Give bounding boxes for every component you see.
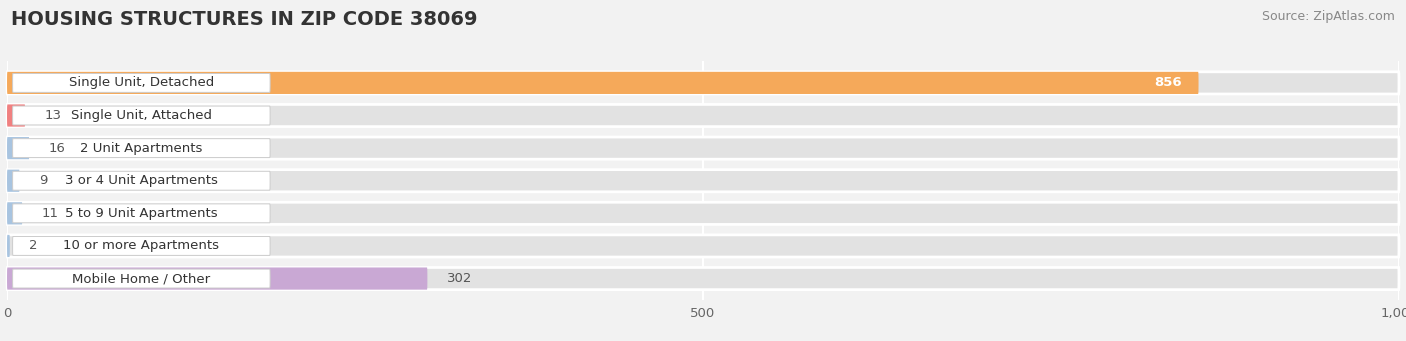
Text: HOUSING STRUCTURES IN ZIP CODE 38069: HOUSING STRUCTURES IN ZIP CODE 38069 — [11, 10, 478, 29]
Text: 3 or 4 Unit Apartments: 3 or 4 Unit Apartments — [65, 174, 218, 187]
FancyBboxPatch shape — [13, 171, 270, 190]
FancyBboxPatch shape — [7, 202, 1399, 224]
Text: 302: 302 — [447, 272, 472, 285]
FancyBboxPatch shape — [7, 267, 1399, 290]
FancyBboxPatch shape — [7, 72, 1198, 94]
Text: 9: 9 — [39, 174, 48, 187]
Text: 856: 856 — [1154, 76, 1182, 89]
Text: 2: 2 — [30, 239, 38, 252]
FancyBboxPatch shape — [13, 204, 270, 223]
FancyBboxPatch shape — [7, 235, 10, 257]
FancyBboxPatch shape — [7, 137, 30, 159]
FancyBboxPatch shape — [7, 169, 20, 192]
Text: 11: 11 — [42, 207, 59, 220]
FancyBboxPatch shape — [7, 72, 1399, 94]
Text: 13: 13 — [45, 109, 62, 122]
FancyBboxPatch shape — [7, 104, 25, 127]
FancyBboxPatch shape — [7, 235, 1399, 257]
FancyBboxPatch shape — [7, 104, 1399, 127]
Text: 10 or more Apartments: 10 or more Apartments — [63, 239, 219, 252]
Text: 2 Unit Apartments: 2 Unit Apartments — [80, 142, 202, 154]
FancyBboxPatch shape — [7, 267, 427, 290]
Text: 16: 16 — [49, 142, 66, 154]
FancyBboxPatch shape — [13, 106, 270, 125]
FancyBboxPatch shape — [13, 139, 270, 158]
Text: Source: ZipAtlas.com: Source: ZipAtlas.com — [1261, 10, 1395, 23]
Text: Mobile Home / Other: Mobile Home / Other — [72, 272, 211, 285]
FancyBboxPatch shape — [7, 202, 22, 224]
Text: Single Unit, Attached: Single Unit, Attached — [70, 109, 212, 122]
FancyBboxPatch shape — [13, 73, 270, 92]
FancyBboxPatch shape — [13, 269, 270, 288]
Text: 5 to 9 Unit Apartments: 5 to 9 Unit Apartments — [65, 207, 218, 220]
FancyBboxPatch shape — [7, 137, 1399, 159]
FancyBboxPatch shape — [7, 169, 1399, 192]
Text: Single Unit, Detached: Single Unit, Detached — [69, 76, 214, 89]
FancyBboxPatch shape — [13, 237, 270, 255]
